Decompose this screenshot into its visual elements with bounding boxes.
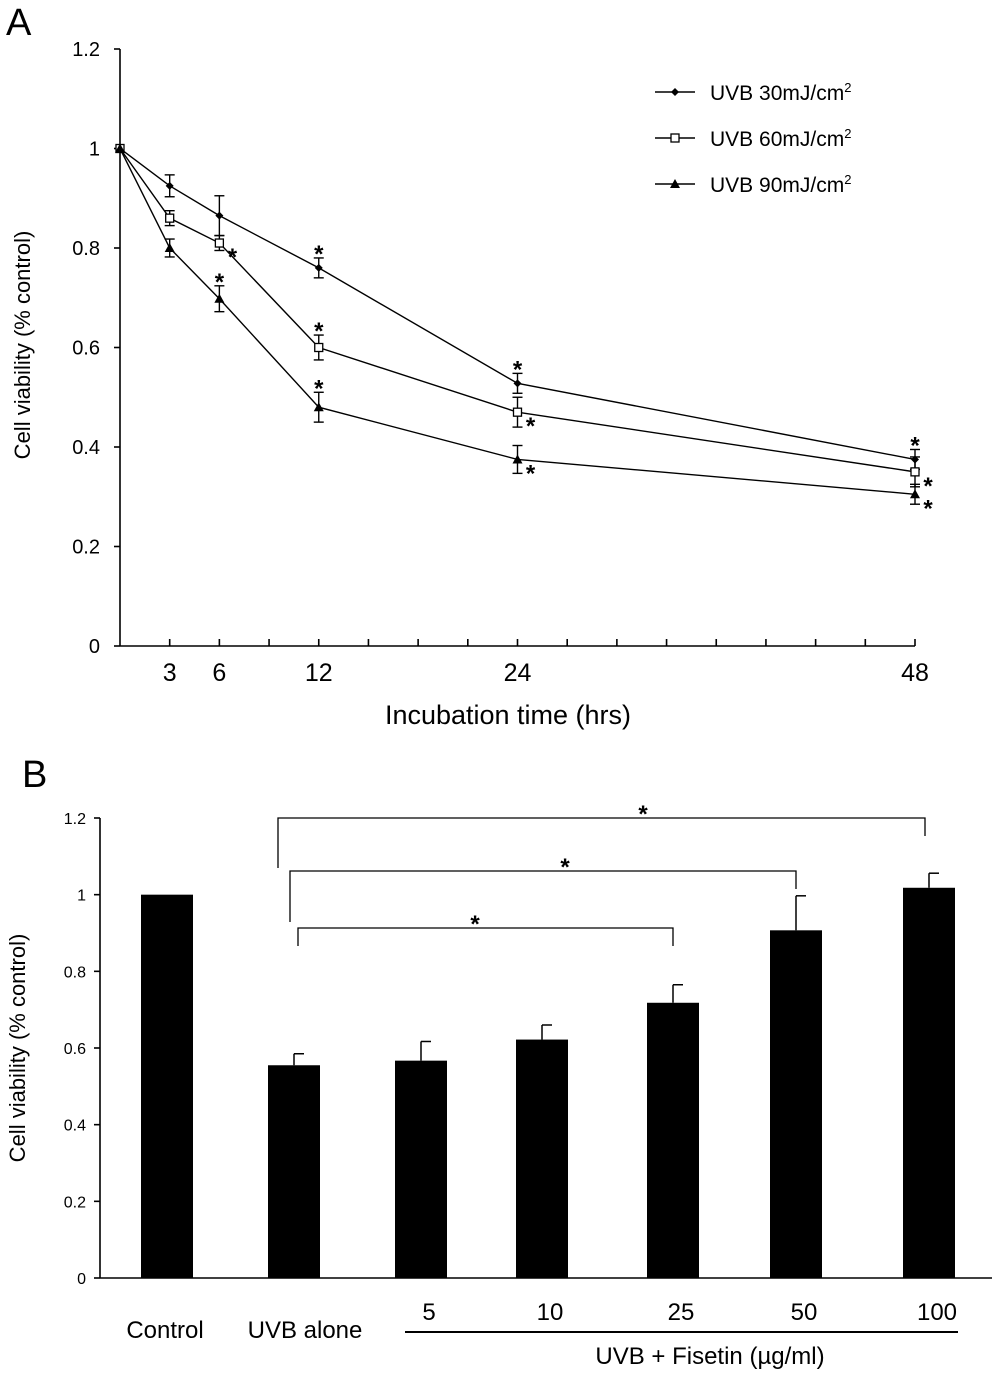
category-label: 50 (791, 1299, 818, 1326)
significance-star: * (314, 241, 324, 268)
y-tick-label: 0.6 (72, 338, 100, 360)
legend-superscript: 2 (844, 80, 851, 95)
series-line (119, 147, 916, 461)
significance-star: * (923, 473, 933, 500)
legend-superscript: 2 (844, 172, 851, 187)
chart-a: 0 0.2 0.4 0.6 0.8 1 1.2 3 6 12 24 48 Incubation time… (10, 39, 933, 730)
x-tick-label: 6 (212, 659, 226, 687)
category-label: 5 (422, 1299, 435, 1326)
group-label: UVB + Fisetin (µg/ml) (595, 1343, 824, 1370)
bar (268, 1065, 320, 1278)
significance-star: * (314, 375, 324, 402)
significance-star: * (314, 318, 324, 345)
y-tick-label: 0 (77, 1271, 86, 1288)
square-marker (512, 407, 523, 417)
category-label: 10 (537, 1299, 564, 1326)
series-line (119, 148, 916, 495)
diamond-marker (513, 379, 522, 388)
square-marker (314, 342, 324, 353)
bar (141, 894, 193, 1278)
significance-star: * (910, 432, 920, 459)
y-axis-label: Cell viability (% control) (10, 231, 35, 460)
square-marker (910, 467, 920, 477)
category-label: 100 (917, 1299, 957, 1326)
comparison-bracket (297, 927, 674, 946)
y-tick-label: 0.2 (72, 537, 100, 559)
panel-label-a: A (6, 2, 32, 44)
bar (516, 1039, 568, 1278)
bar (395, 1060, 447, 1278)
triangle-marker (313, 402, 324, 412)
series-1: ***UVB 30mJ/cm2 (116, 80, 920, 471)
triangle-marker (214, 293, 225, 303)
panel-label-b: B (22, 754, 47, 796)
category-label: 25 (668, 1299, 695, 1326)
square-marker (214, 238, 225, 248)
diamond-marker (215, 211, 224, 220)
x-tick-label: 48 (901, 659, 929, 687)
legend-text: UVB 60mJ/cm (710, 128, 844, 151)
legend-text: UVB 30mJ/cm (710, 82, 844, 105)
legend-text: UVB 90mJ/cm (710, 174, 844, 197)
x-tick-label: 12 (305, 659, 333, 687)
significance-star: * (470, 911, 480, 938)
diamond-marker (671, 88, 679, 96)
significance-star: * (638, 801, 648, 828)
bar (903, 887, 955, 1278)
x-tick-label: 24 (504, 659, 532, 687)
triangle-marker (670, 179, 680, 188)
significance-star: * (526, 460, 536, 487)
square-marker (165, 213, 175, 223)
comparison-bracket (277, 817, 926, 868)
x-axis-label: Incubation time (hrs) (385, 700, 631, 730)
x-tick-label: 3 (163, 659, 177, 687)
series-3: ****UVB 90mJ/cm2 (115, 143, 933, 522)
category-label: UVB alone (248, 1317, 363, 1344)
bar (770, 930, 822, 1278)
y-tick-label: 1.2 (72, 39, 100, 61)
triangle-marker (164, 243, 175, 252)
y-tick-label: 1.2 (64, 811, 86, 828)
series-2: ****UVB 60mJ/cm2 (115, 126, 933, 500)
significance-star: * (923, 495, 933, 522)
triangle-marker (910, 489, 920, 499)
triangle-marker (115, 143, 125, 153)
diamond-marker (314, 263, 323, 272)
chart-b: 0 0.2 0.4 0.6 0.8 1 1.2 Cell viability (% contr… (5, 801, 992, 1370)
y-tick-label: 0.2 (64, 1194, 86, 1211)
significance-star: * (513, 356, 523, 383)
triangle-marker (512, 454, 523, 464)
y-tick-label: 0 (89, 636, 100, 658)
y-tick-label: 1 (89, 139, 100, 161)
y-tick-label: 0.8 (64, 964, 86, 981)
category-label: Control (126, 1317, 203, 1344)
y-tick-label: 0.4 (64, 1118, 86, 1135)
y-tick-label: 1 (77, 888, 86, 905)
comparison-bracket (289, 870, 797, 922)
y-tick-label: 0.4 (72, 437, 100, 459)
significance-star: * (560, 854, 570, 881)
y-tick-label: 0.6 (64, 1041, 86, 1058)
diamond-marker (165, 181, 174, 190)
series-line (119, 148, 916, 473)
significance-star: * (526, 413, 536, 440)
legend-label: UVB 30mJ/cm2 (710, 80, 851, 105)
significance-star: * (228, 244, 238, 271)
legend-superscript: 2 (844, 126, 851, 141)
significance-star: * (215, 269, 225, 296)
square-marker (670, 133, 680, 143)
legend-label: UVB 60mJ/cm2 (710, 126, 851, 151)
y-tick-label: 0.8 (72, 238, 100, 260)
y-axis-label: Cell viability (% control) (5, 934, 30, 1163)
legend-label: UVB 90mJ/cm2 (710, 172, 851, 197)
bar (647, 1002, 699, 1278)
